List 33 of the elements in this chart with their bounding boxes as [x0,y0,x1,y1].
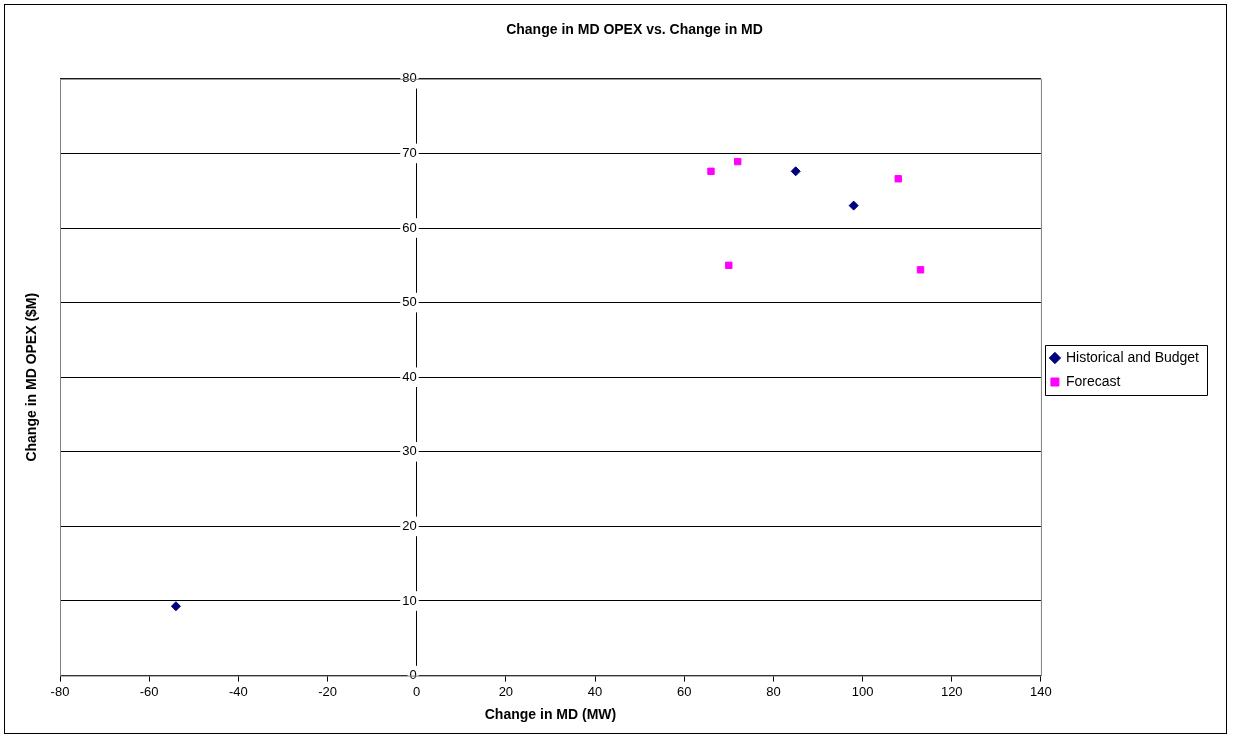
point [848,200,859,211]
y-tick-label: 50 [402,294,417,310]
x-tick-label: 120 [940,683,963,699]
y-tick-label: 40 [402,368,417,384]
y-tick-label: 80 [402,70,417,86]
chart-title: Change in MD OPEX vs. Change in MD [506,21,763,38]
point [170,601,181,612]
legend-label: Forecast [1065,372,1121,389]
x-tick-label: 60 [676,683,692,699]
point [916,266,925,274]
y-tick-label: 70 [402,144,417,160]
x-tick-label: 100 [851,683,874,699]
x-tick-label: 40 [587,683,603,699]
point [734,157,742,166]
x-tick-label: 140 [1030,683,1052,699]
x-tick-label: -40 [228,683,248,699]
x-tick-label: 80 [766,683,781,699]
point [894,175,902,183]
point [790,166,801,177]
x-axis-title: Change in MD (MW) [484,706,617,723]
x-tick-label: 20 [498,683,514,699]
x-tick-label: -60 [139,683,159,699]
y-tick-label: 0 [409,667,417,683]
point [725,261,733,269]
legend-label: Historical and Budget [1065,348,1200,365]
x-tick-label: -20 [318,683,337,699]
y-axis-title: Change in MD OPEX ($M) [22,292,39,462]
point [707,167,715,175]
x-tick-label: -80 [50,683,70,699]
y-tick-label: 60 [402,219,417,235]
y-tick-label: 30 [402,443,417,459]
y-tick-label: 20 [402,517,417,533]
y-tick-label: 10 [402,592,417,608]
